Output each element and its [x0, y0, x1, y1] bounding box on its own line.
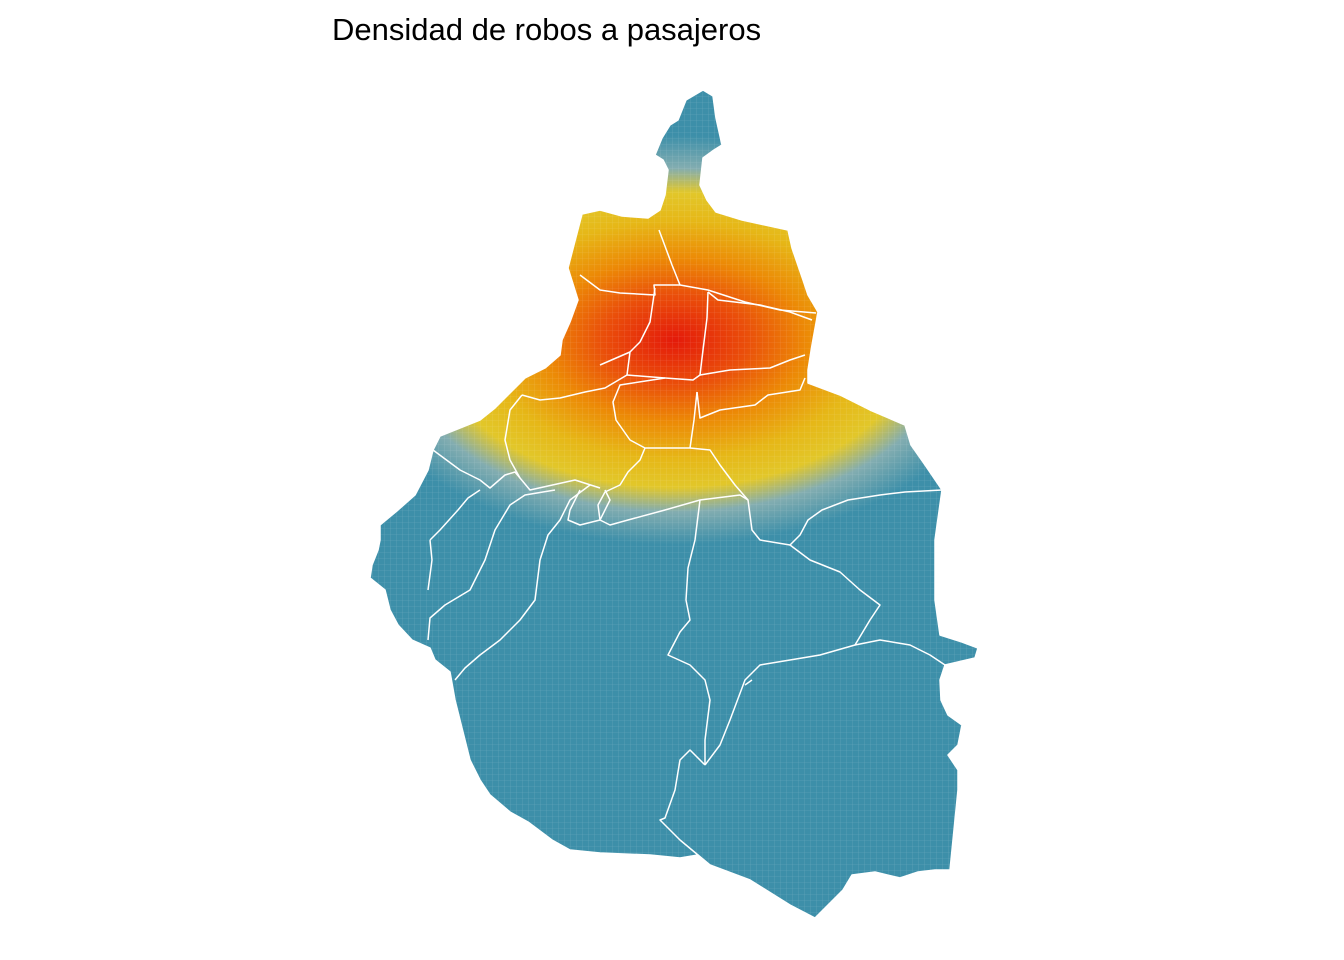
boundary-tlahuac — [704, 544, 881, 766]
boundary-venustiano-carranza — [699, 291, 813, 376]
boundary-iztacalco — [696, 377, 806, 419]
boundary-cuajimalpa — [432, 449, 521, 489]
boundary-azcapotzalco-south — [579, 274, 680, 296]
boundary-xochimilco — [667, 499, 711, 765]
alcaldia-boundaries — [369, 89, 979, 919]
map-title: Densidad de robos a pasajeros — [332, 12, 762, 47]
mexico-city-territory — [370, 90, 978, 918]
boundary-tlalpan-small — [567, 489, 611, 526]
density-grid — [370, 90, 978, 918]
boundary-contreras — [427, 489, 481, 591]
boundary-miguel-hidalgo — [521, 351, 631, 401]
boundary-milpa-alta — [659, 639, 946, 856]
boundary-alvaro-obregon — [504, 394, 601, 491]
boundary-benito-juarez — [612, 377, 698, 449]
boundary-milpa-alta-east — [744, 679, 753, 686]
boundary-contreras-tlalpan — [427, 489, 556, 641]
boundary-tlalpan-west — [454, 484, 591, 681]
